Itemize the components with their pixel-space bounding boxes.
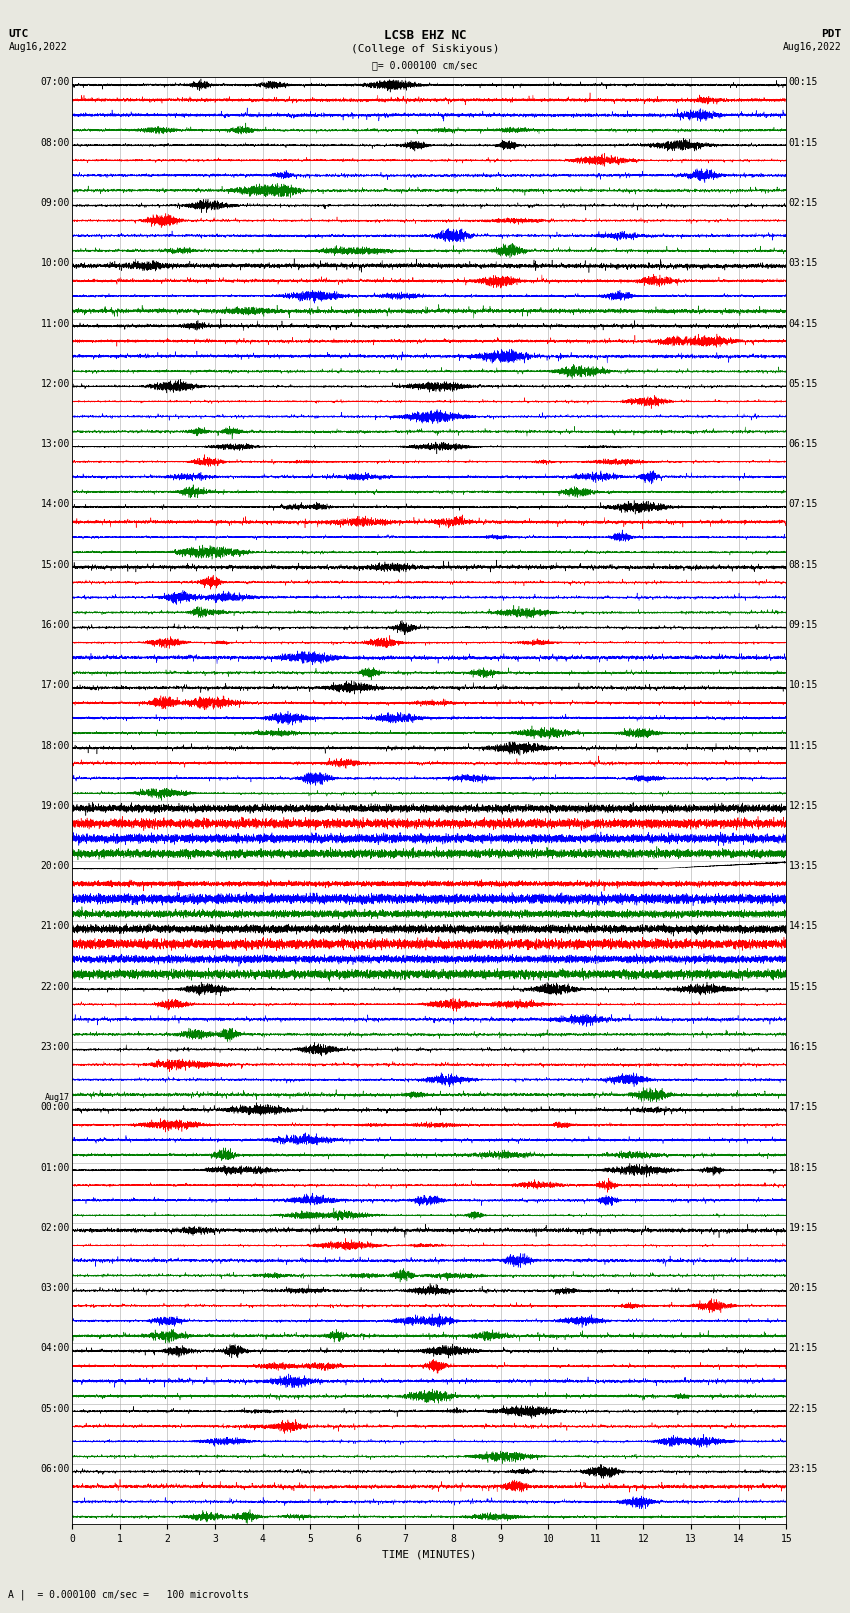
Text: (College of Siskiyous): (College of Siskiyous) [351, 44, 499, 53]
Text: 20:15: 20:15 [789, 1284, 818, 1294]
Text: 15:15: 15:15 [789, 982, 818, 992]
Text: 05:15: 05:15 [789, 379, 818, 389]
Text: 04:15: 04:15 [789, 319, 818, 329]
Text: 16:00: 16:00 [41, 619, 70, 631]
Text: 16:15: 16:15 [789, 1042, 818, 1052]
Text: 17:15: 17:15 [789, 1102, 818, 1113]
Text: 08:00: 08:00 [41, 137, 70, 148]
Text: 22:15: 22:15 [789, 1403, 818, 1413]
Text: 11:00: 11:00 [41, 319, 70, 329]
Text: 21:00: 21:00 [41, 921, 70, 931]
Text: 10:00: 10:00 [41, 258, 70, 268]
Text: 21:15: 21:15 [789, 1344, 818, 1353]
Text: 02:00: 02:00 [41, 1223, 70, 1232]
Text: 01:00: 01:00 [41, 1163, 70, 1173]
Text: 09:15: 09:15 [789, 619, 818, 631]
Text: 02:15: 02:15 [789, 198, 818, 208]
Text: LCSB EHZ NC: LCSB EHZ NC [383, 29, 467, 42]
Text: 13:15: 13:15 [789, 861, 818, 871]
Text: 11:15: 11:15 [789, 740, 818, 750]
Text: 19:15: 19:15 [789, 1223, 818, 1232]
Text: 15:00: 15:00 [41, 560, 70, 569]
Text: 07:00: 07:00 [41, 77, 70, 87]
Text: 14:15: 14:15 [789, 921, 818, 931]
Text: Aug16,2022: Aug16,2022 [783, 42, 842, 52]
Text: 18:15: 18:15 [789, 1163, 818, 1173]
Text: 06:00: 06:00 [41, 1465, 70, 1474]
Text: 03:00: 03:00 [41, 1284, 70, 1294]
Text: UTC: UTC [8, 29, 29, 39]
Text: 03:15: 03:15 [789, 258, 818, 268]
Text: Aug16,2022: Aug16,2022 [8, 42, 67, 52]
Text: 08:15: 08:15 [789, 560, 818, 569]
Text: A |  = 0.000100 cm/sec =   100 microvolts: A | = 0.000100 cm/sec = 100 microvolts [8, 1589, 249, 1600]
Text: 23:15: 23:15 [789, 1465, 818, 1474]
Text: 06:15: 06:15 [789, 439, 818, 448]
X-axis label: TIME (MINUTES): TIME (MINUTES) [382, 1550, 477, 1560]
Text: 14:00: 14:00 [41, 500, 70, 510]
Text: 13:00: 13:00 [41, 439, 70, 448]
Text: 00:00: 00:00 [41, 1102, 70, 1113]
Text: 07:15: 07:15 [789, 500, 818, 510]
Text: 12:00: 12:00 [41, 379, 70, 389]
Text: 18:00: 18:00 [41, 740, 70, 750]
Text: 04:00: 04:00 [41, 1344, 70, 1353]
Text: 09:00: 09:00 [41, 198, 70, 208]
Text: 19:00: 19:00 [41, 800, 70, 811]
Text: 12:15: 12:15 [789, 800, 818, 811]
Text: 00:15: 00:15 [789, 77, 818, 87]
Text: 01:15: 01:15 [789, 137, 818, 148]
Text: 05:00: 05:00 [41, 1403, 70, 1413]
Text: 22:00: 22:00 [41, 982, 70, 992]
Text: Aug17: Aug17 [45, 1092, 70, 1102]
Text: PDT: PDT [821, 29, 842, 39]
Text: 17:00: 17:00 [41, 681, 70, 690]
Text: 20:00: 20:00 [41, 861, 70, 871]
Text: ⎯= 0.000100 cm/sec: ⎯= 0.000100 cm/sec [372, 60, 478, 69]
Text: 10:15: 10:15 [789, 681, 818, 690]
Text: 23:00: 23:00 [41, 1042, 70, 1052]
